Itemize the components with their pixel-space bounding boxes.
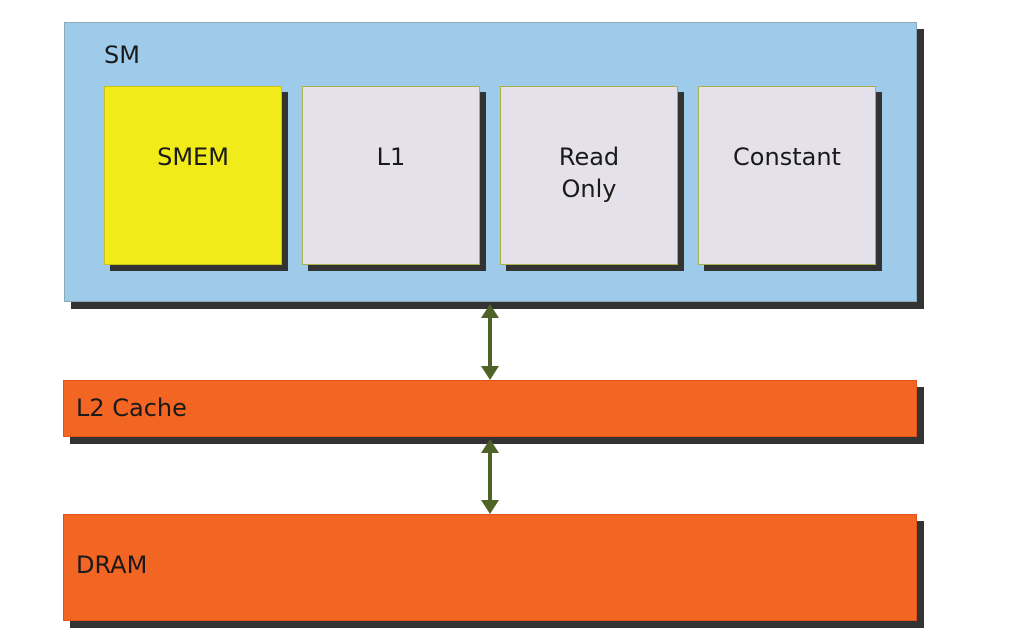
sm-block: SM SMEM L1 Read Only Constant	[64, 22, 917, 302]
dram-label: DRAM	[76, 551, 148, 579]
read-only-label: Read Only	[558, 143, 620, 203]
constant-box: Constant	[698, 86, 876, 265]
l1-box: L1	[302, 86, 480, 265]
sm-l2-arrow	[475, 304, 505, 380]
smem-box: SMEM	[104, 86, 282, 265]
dram-bar: DRAM	[63, 514, 917, 621]
l2-dram-arrow	[475, 439, 505, 514]
l2-cache-bar: L2 Cache	[63, 380, 917, 437]
read-only-box: Read Only	[500, 86, 678, 265]
constant-label: Constant	[733, 143, 841, 171]
smem-label: SMEM	[157, 143, 229, 171]
l1-label: L1	[376, 143, 406, 171]
l2-cache-label: L2 Cache	[76, 394, 187, 422]
sm-label: SM	[104, 41, 140, 69]
